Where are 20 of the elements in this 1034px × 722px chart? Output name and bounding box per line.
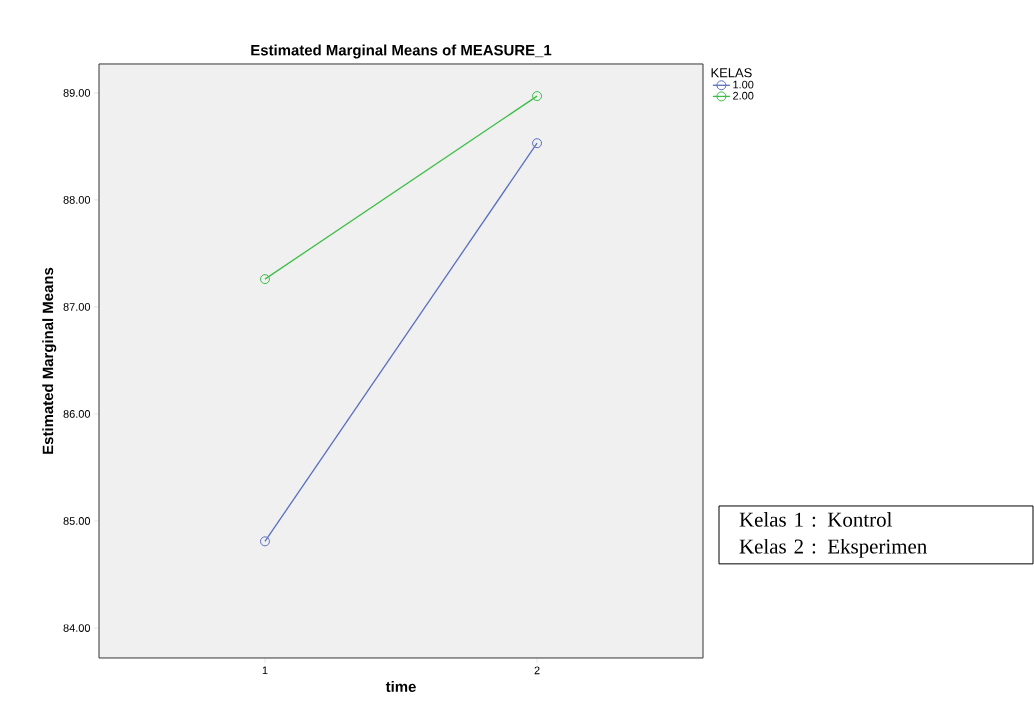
y-tick-label: 88.00: [63, 196, 91, 204]
text: Kelas 2 : Eksperimen: [739, 538, 927, 558]
y-tick-label: 87.00: [63, 303, 91, 311]
point: [259, 536, 270, 547]
point: [532, 138, 543, 149]
y-tick-label: 89.00: [63, 89, 91, 97]
legend-label: 1.00: [733, 80, 754, 89]
x-axis-title: time: [385, 681, 416, 692]
legend-title: KELAS: [711, 68, 752, 78]
x-tick-label: 1: [262, 666, 268, 675]
point: [259, 274, 270, 285]
y-axis-title: Estimated Marginal Means: [42, 267, 57, 454]
x-tick-label: 2: [534, 666, 540, 675]
point: [532, 91, 543, 102]
legend-label: 2.00: [733, 91, 754, 100]
y-tick-label: 85.00: [63, 517, 91, 525]
text: Kelas 1 : Kontrol: [739, 511, 892, 527]
y-tick-label: 84.00: [63, 624, 91, 632]
chart-title: Estimated Marginal Means of MEASURE_1: [251, 44, 552, 59]
y-tick-label: 86.00: [63, 410, 91, 418]
